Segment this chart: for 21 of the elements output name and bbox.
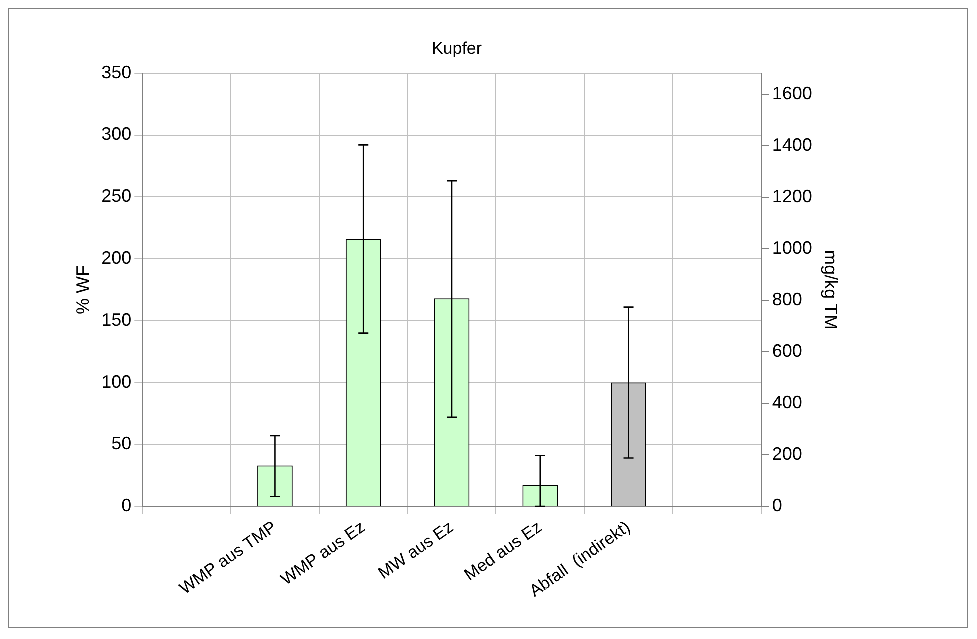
y2-tick-label: 400 bbox=[772, 392, 802, 413]
y2-tick-label: 0 bbox=[772, 496, 782, 516]
y-tick-label: 250 bbox=[102, 186, 132, 206]
y2-tick-label: 200 bbox=[772, 444, 802, 464]
y-tick-label: 350 bbox=[102, 62, 132, 82]
y2-tick-label: 1200 bbox=[772, 186, 812, 207]
y-tick-label: 150 bbox=[102, 310, 132, 330]
y2-tick-label: 1400 bbox=[772, 135, 812, 156]
y-tick-label: 200 bbox=[102, 248, 132, 268]
y2-tick-label: 600 bbox=[772, 341, 802, 362]
y2-tick-label: 800 bbox=[772, 290, 802, 310]
y2-axis-title: mg/kg TM bbox=[821, 250, 842, 330]
chart-title: Kupfer bbox=[432, 38, 482, 58]
y-tick-label: 0 bbox=[122, 496, 132, 516]
y2-tick-label: 1000 bbox=[772, 238, 812, 258]
x-tick-label: MW aus Ez bbox=[374, 517, 457, 583]
y-tick-label: 300 bbox=[102, 124, 132, 144]
y-tick-label: 50 bbox=[112, 434, 132, 454]
y2-tick-label: 1600 bbox=[772, 84, 812, 104]
y-axis-title: % WF bbox=[72, 265, 93, 314]
y-tick-label: 100 bbox=[102, 372, 132, 392]
